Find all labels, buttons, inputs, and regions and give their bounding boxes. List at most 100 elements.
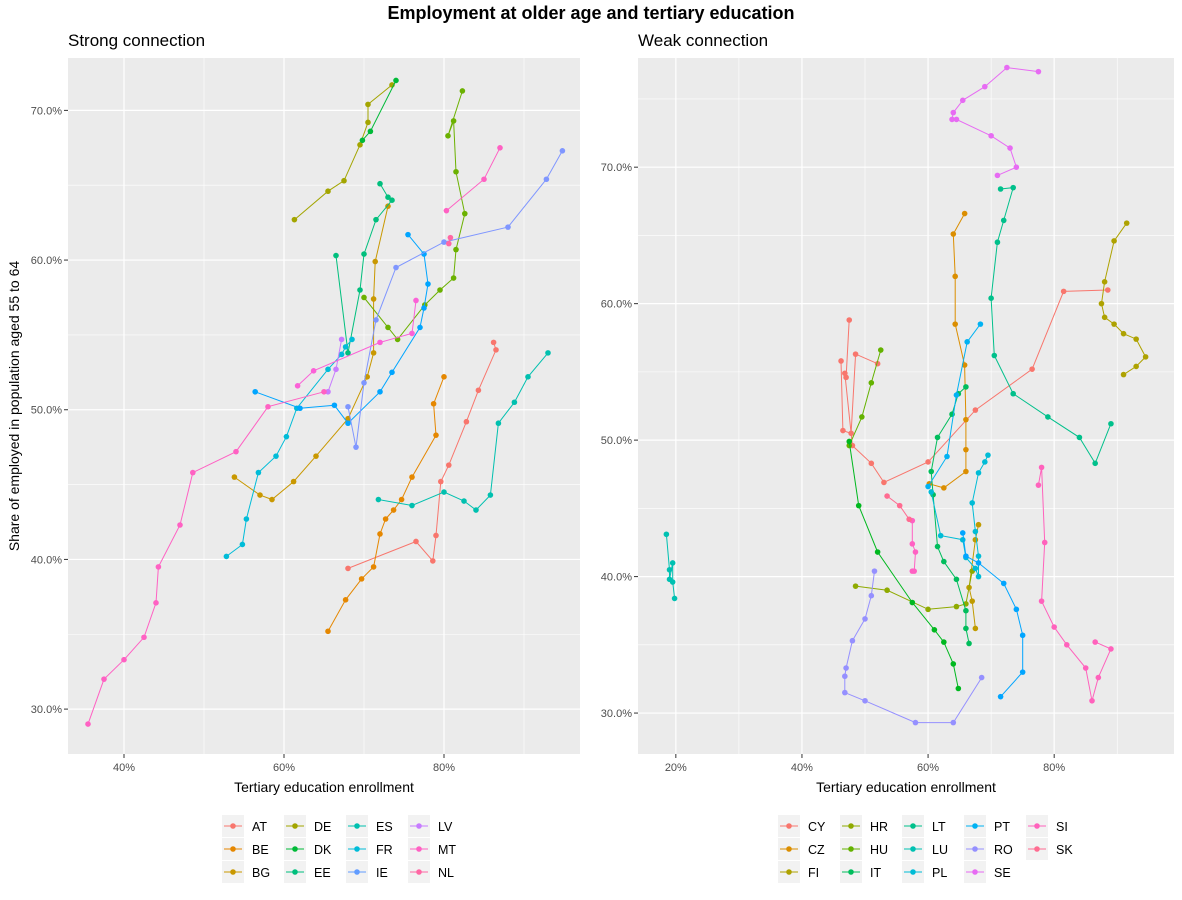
data-point [846, 317, 853, 323]
y-tick-label: 50.0% [601, 435, 632, 447]
x-tick-label: 40% [113, 762, 135, 774]
series-ie [252, 231, 431, 427]
data-point [963, 625, 969, 632]
data-point [934, 543, 941, 550]
data-point [497, 145, 503, 151]
data-point [982, 83, 988, 90]
data-point [1108, 646, 1114, 652]
data-point [545, 350, 551, 356]
legend-label: HU [870, 843, 888, 857]
data-point [977, 321, 984, 327]
data-point [941, 639, 947, 645]
y-axis-title: Share of employed in population aged 55 … [6, 261, 22, 552]
data-point [85, 721, 91, 727]
data-point [1013, 606, 1020, 613]
data-point [382, 516, 389, 522]
data-point [928, 489, 935, 495]
legend-label: EE [314, 866, 331, 880]
data-point [1010, 390, 1016, 397]
data-point [953, 576, 960, 583]
data-point [294, 382, 301, 389]
data-point [398, 496, 405, 503]
legend-label: LV [438, 820, 453, 834]
legend-key-point [786, 846, 792, 852]
series-line [347, 342, 497, 569]
data-point [1041, 539, 1048, 546]
y-tick-label: 30.0% [601, 708, 632, 720]
data-point [868, 380, 875, 386]
legend-item-pt: PT [964, 815, 1010, 837]
series-bg [231, 203, 391, 503]
data-point [338, 351, 345, 358]
data-point [413, 538, 419, 545]
legend-label: PT [994, 820, 1010, 834]
data-point [1051, 624, 1057, 630]
legend-label: MT [438, 843, 456, 857]
y-tick-label: 70.0% [601, 162, 632, 174]
data-point [543, 176, 550, 183]
legend-key-point [416, 823, 422, 829]
data-point [417, 324, 423, 331]
legend-item-it: IT [840, 861, 881, 883]
data-point [859, 414, 865, 420]
data-point [1095, 674, 1102, 681]
data-point [450, 275, 457, 281]
data-point [950, 109, 957, 116]
series-dk [359, 77, 399, 144]
y-tick-label: 70.0% [31, 105, 62, 117]
data-point [223, 553, 230, 560]
data-point [325, 366, 331, 373]
data-point [988, 295, 994, 301]
data-point [353, 444, 359, 450]
data-point [1104, 287, 1111, 293]
data-point [963, 384, 969, 390]
legend-label: SE [994, 866, 1011, 880]
data-point [313, 453, 319, 459]
data-point [959, 530, 966, 536]
data-point [481, 176, 487, 183]
legend-item-hr: HR [840, 815, 888, 837]
data-point [446, 240, 452, 247]
series-pt [925, 321, 984, 490]
legend-key-point [354, 846, 360, 852]
data-point [1082, 665, 1089, 671]
data-point [441, 239, 447, 245]
data-point [1120, 371, 1127, 378]
data-point [333, 252, 339, 259]
legend-key-point [848, 846, 854, 852]
data-point [475, 387, 482, 394]
data-point [952, 273, 958, 280]
data-point [663, 531, 670, 538]
legend-label: BG [252, 866, 270, 880]
series-si [1035, 464, 1114, 704]
data-point [949, 116, 955, 123]
data-point [994, 239, 1001, 246]
data-point [928, 468, 935, 475]
data-point [978, 674, 985, 681]
data-point [1133, 336, 1139, 342]
data-point [964, 339, 970, 345]
series-pt [959, 530, 1026, 700]
legend-label: IT [870, 866, 881, 880]
legend-label: IE [376, 866, 388, 880]
data-point [243, 516, 250, 522]
legend-label: FI [808, 866, 819, 880]
data-point [848, 430, 854, 437]
legend-label: DE [314, 820, 331, 834]
data-point [325, 188, 331, 195]
data-point [909, 541, 916, 547]
data-point [963, 446, 969, 453]
data-point [997, 693, 1004, 700]
data-point [975, 560, 982, 566]
data-point [359, 137, 366, 144]
data-point [912, 719, 919, 726]
data-point [487, 492, 494, 498]
data-point [966, 640, 972, 647]
series-cy [842, 287, 1111, 486]
data-point [1004, 64, 1010, 71]
legend-item-mt: MT [408, 838, 456, 860]
data-point [881, 479, 887, 486]
data-point [450, 118, 457, 124]
data-point [342, 597, 349, 603]
data-point [273, 453, 279, 459]
